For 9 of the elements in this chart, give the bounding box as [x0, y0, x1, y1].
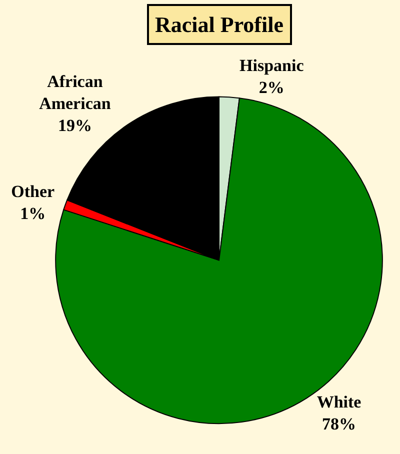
data-label: 19% [58, 116, 92, 136]
slice-label: White [316, 392, 362, 412]
data-label: 2% [258, 78, 284, 98]
slice-label: African American [39, 72, 112, 113]
slice-label: Other [11, 182, 55, 201]
data-label: 78% [322, 414, 356, 434]
chart-title: Racial Profile [155, 12, 284, 37]
slice-label: Hispanic [240, 56, 304, 76]
data-label: 1% [20, 204, 46, 224]
